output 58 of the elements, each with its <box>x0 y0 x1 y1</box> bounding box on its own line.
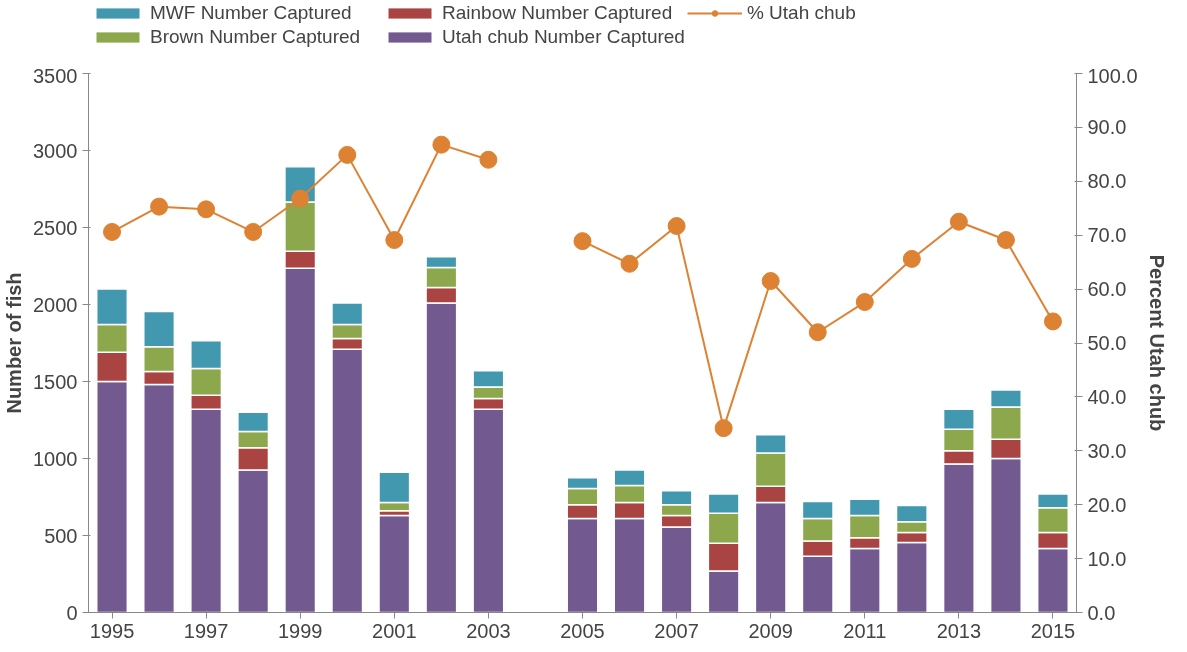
point <box>808 323 827 342</box>
x-tick-label: 2015 <box>1030 619 1076 642</box>
point <box>291 189 310 208</box>
y2-tick-label: 50.0 <box>1087 332 1127 354</box>
point <box>479 150 498 169</box>
point <box>573 232 592 251</box>
y-tick-label: 3500 <box>33 64 78 87</box>
point <box>620 254 639 273</box>
x-tick-label: 2007 <box>654 619 699 642</box>
y-tick-label: 2500 <box>33 216 78 239</box>
legend-label: % Utah chub <box>746 2 857 24</box>
point <box>714 419 733 438</box>
x-tick-label: 1995 <box>89 619 135 642</box>
legend-label: Utah chub Number Captured <box>442 26 685 48</box>
y2-tick-label: 90.0 <box>1087 116 1127 139</box>
point <box>761 272 780 290</box>
y2-tick-label: 80.0 <box>1087 170 1127 193</box>
y-tick-label: 3000 <box>33 139 78 162</box>
point <box>338 145 357 164</box>
y2-tick-label: 0.0 <box>1087 601 1116 624</box>
y2-tick-label: 70.0 <box>1087 224 1127 247</box>
point <box>244 222 263 241</box>
x-tick-label: 2011 <box>843 619 887 642</box>
y-tick-label: 1500 <box>33 370 78 393</box>
point <box>103 222 122 241</box>
y-axis-title: Number of fish <box>3 272 26 414</box>
y2-tick-label: 100.0 <box>1087 64 1138 87</box>
x-tick-label: 1999 <box>277 619 323 642</box>
point <box>667 217 686 236</box>
bar <box>378 514 411 613</box>
point <box>1043 312 1062 331</box>
y-tick-label: 2000 <box>33 293 78 316</box>
point <box>949 212 968 231</box>
y2-tick-label: 60.0 <box>1087 278 1127 301</box>
y2-tick-label: 30.0 <box>1087 439 1127 462</box>
y2-tick-label: 20.0 <box>1087 493 1127 516</box>
point <box>385 231 404 250</box>
point <box>150 197 169 216</box>
legend-label: Brown Number Captured <box>150 26 362 48</box>
y-tick-label: 1000 <box>33 447 78 470</box>
y2-tick-label: 10.0 <box>1087 547 1127 570</box>
x-tick-label: 1997 <box>183 619 229 642</box>
point <box>432 135 451 154</box>
point <box>902 249 921 268</box>
y-tick-label: 0 <box>66 601 78 624</box>
x-tick-label: 2001 <box>372 619 417 642</box>
x-tick-label: 2013 <box>936 619 982 642</box>
y2-axis-title: Percent Utah chub <box>1145 254 1168 432</box>
x-tick-label: 2005 <box>560 619 605 642</box>
legend-label: Rainbow Number Captured <box>442 2 673 24</box>
point <box>996 231 1015 250</box>
y2-tick-label: 40.0 <box>1087 385 1127 408</box>
x-tick-label: 2009 <box>748 619 793 642</box>
x-tick-label: 2003 <box>466 619 511 642</box>
y-tick-label: 500 <box>44 524 78 547</box>
point <box>197 200 216 219</box>
point <box>855 293 874 312</box>
legend-label: MWF Number Captured <box>150 2 353 24</box>
